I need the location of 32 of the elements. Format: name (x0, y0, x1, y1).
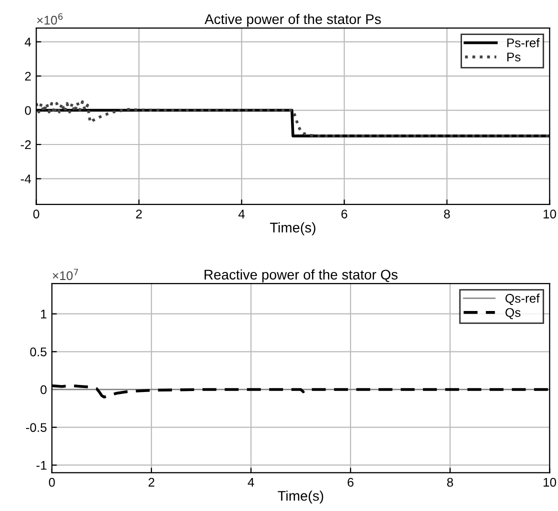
chart-title: Reactive power of the stator Qs (204, 269, 398, 282)
x-tick-label: 10 (544, 478, 556, 487)
x-tick-label: 6 (348, 478, 354, 487)
text: ×10$^{7}$ (52, 268, 78, 280)
x-tick-label: 0 (48, 478, 55, 487)
y-tick-label: 4 (24, 38, 32, 46)
y-tick-label: 0 (24, 106, 31, 115)
x-axis-title: Time(s) (270, 222, 316, 236)
x-tick-label: 4 (238, 210, 245, 218)
x-tick-label: 4 (248, 478, 254, 487)
y-tick-label: 0.5 (30, 347, 47, 356)
line-series (36, 100, 550, 138)
y-tick-label: -2 (20, 140, 31, 150)
x-tick-label: 6 (341, 210, 348, 218)
x-tick-label: 10 (544, 210, 556, 218)
x-tick-label: 8 (444, 210, 450, 218)
chart-title: Active power of the stator Ps (204, 14, 381, 27)
y-tick-label: -1 (36, 461, 46, 470)
x-tick-label: 2 (136, 210, 142, 218)
x-tick-label: 2 (148, 478, 154, 487)
y-tick-label: -4 (20, 174, 32, 184)
legend-label: Qs (506, 308, 520, 320)
y-tick-label: 2 (25, 72, 31, 81)
y-tick-label: 1 (41, 310, 46, 318)
legend-label: Ps (507, 52, 520, 62)
x-tick-label: 8 (447, 478, 454, 487)
y-tick-label: -0.5 (26, 423, 47, 432)
x-axis-title: Time(s) (278, 490, 324, 504)
legend-label: Qs-ref (506, 294, 540, 306)
text: ×10$^{6}$ (37, 13, 63, 25)
legend-label: Ps-ref (507, 38, 540, 48)
y-tick-label: 0 (40, 385, 47, 394)
